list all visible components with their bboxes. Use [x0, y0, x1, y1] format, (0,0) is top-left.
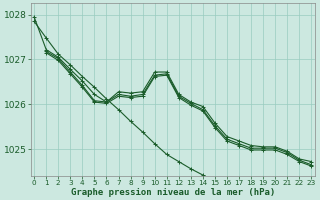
X-axis label: Graphe pression niveau de la mer (hPa): Graphe pression niveau de la mer (hPa)	[71, 188, 275, 197]
